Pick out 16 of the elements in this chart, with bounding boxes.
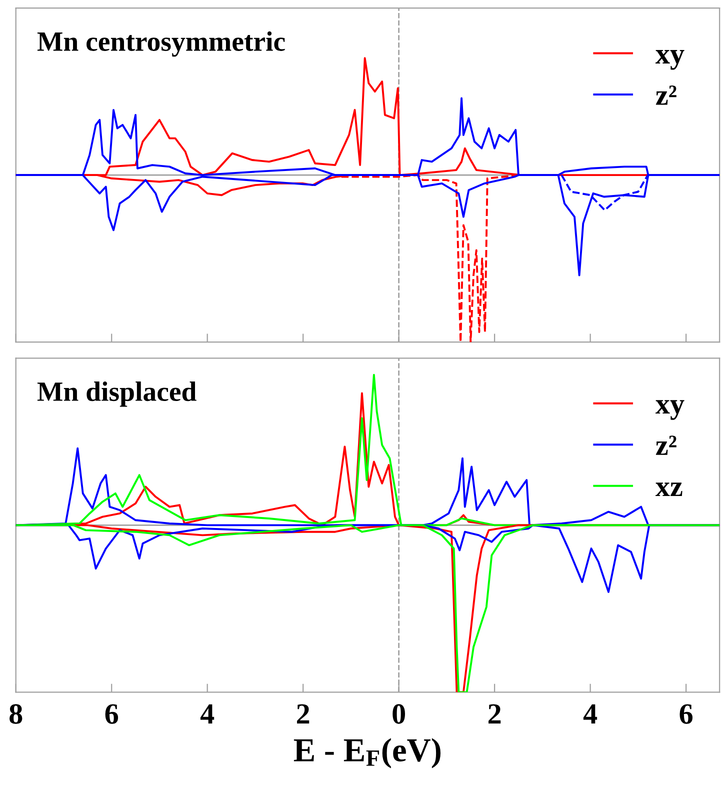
legend-label: xy xyxy=(656,400,684,420)
x-tick-label: 2 xyxy=(488,704,501,724)
chart-title: Mn displaced xyxy=(37,382,196,407)
chart-title: Mn centrosymmetric xyxy=(37,31,285,57)
x-axis-title: E - E$_{F}$(eV) xyxy=(294,738,440,768)
legend-label: z² xyxy=(656,436,676,455)
x-tick-label: 4 xyxy=(583,704,598,724)
x-tick-label: 0 xyxy=(392,704,406,724)
x-tick-label: 6 xyxy=(105,704,118,724)
x-tick-label: 4 xyxy=(200,704,214,724)
legend-label: xz xyxy=(656,482,682,496)
x-tick-label: 6 xyxy=(680,704,692,724)
x-tick-label: 8 xyxy=(10,704,22,724)
x-tick-label: 2 xyxy=(297,704,310,724)
legend-label: xy xyxy=(656,50,684,70)
legend-label: z² xyxy=(656,86,676,105)
